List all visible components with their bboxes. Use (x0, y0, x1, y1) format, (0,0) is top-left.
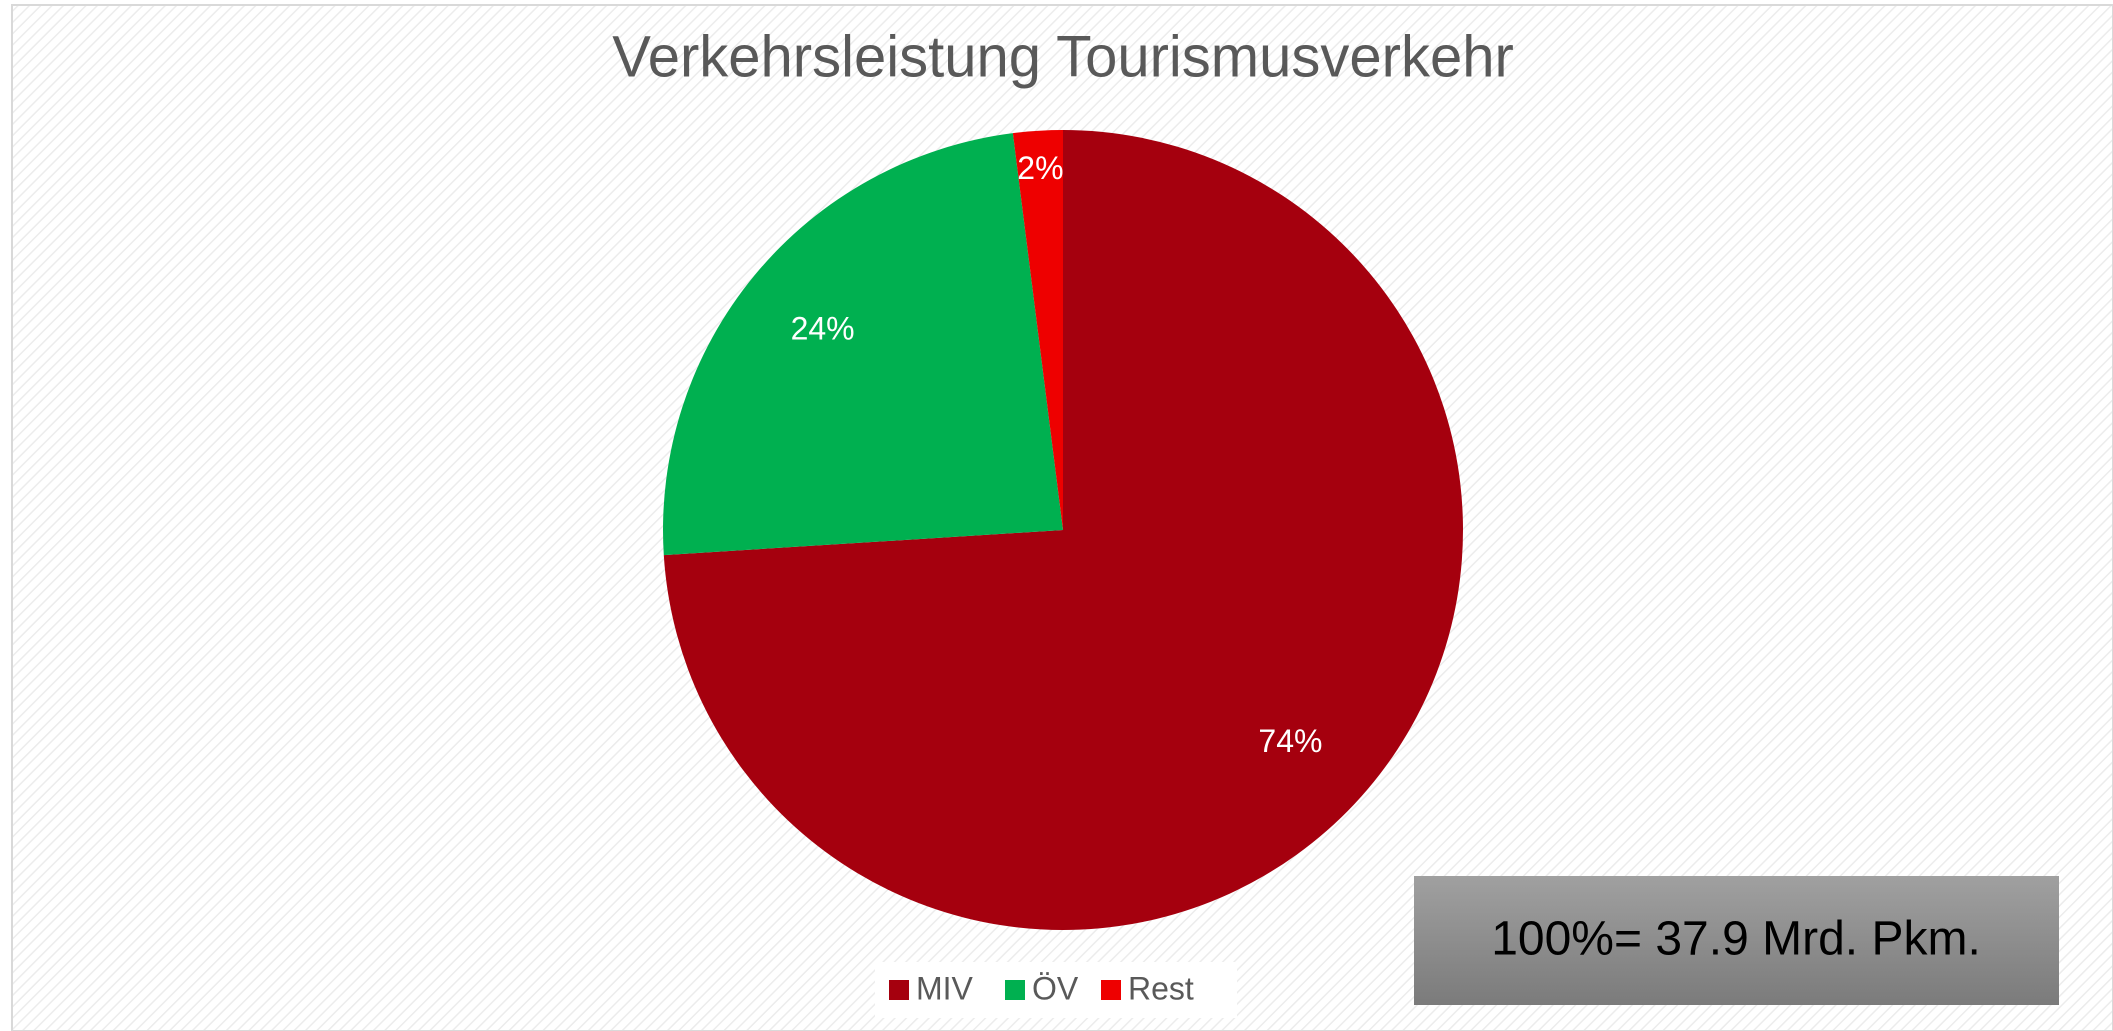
legend-label: Rest (1128, 970, 1194, 1006)
legend: MIV ÖV Rest (875, 962, 1237, 1018)
annotation: 100%= 37.9 Mrd. Pkm. (1491, 913, 1981, 966)
legend-label: MIV (916, 970, 974, 1006)
legend-swatch (889, 980, 909, 1000)
chart-title: Verkehrsleistung Tourismusverkehr (612, 24, 1514, 89)
data-label: 74% (1258, 723, 1322, 759)
pie-slice (663, 133, 1063, 556)
pie: 74% 24% 2% (663, 130, 1463, 931)
legend-label: ÖV (1032, 970, 1079, 1006)
legend-swatch (1101, 980, 1121, 1000)
legend-background (875, 962, 1237, 1018)
data-label: 24% (791, 311, 855, 347)
data-label: 2% (1017, 150, 1063, 186)
annotation-box (1414, 876, 2059, 1005)
pie-slice (1012, 130, 1063, 530)
legend-swatch (1005, 980, 1025, 1000)
pie-slice (663, 130, 1463, 931)
